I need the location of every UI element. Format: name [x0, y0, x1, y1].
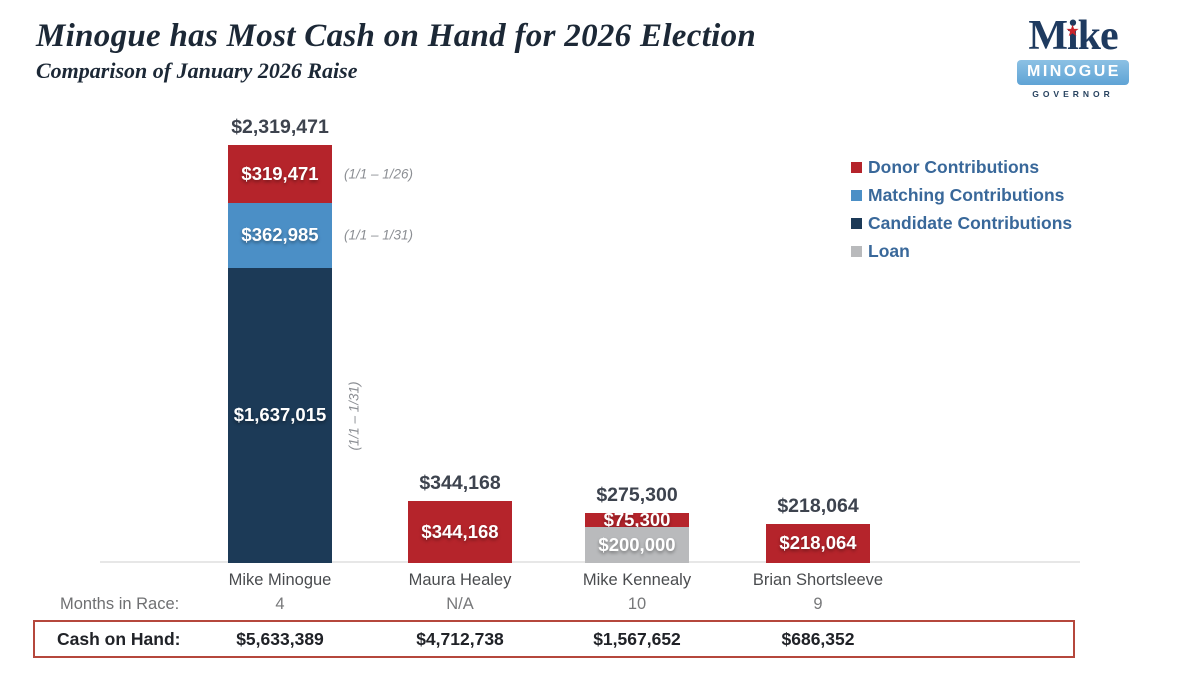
- bar-column: $344,168 $344,168: [408, 472, 512, 563]
- star-icon: ★: [1065, 21, 1079, 40]
- legend-swatch-donor: [851, 161, 862, 173]
- bar-segment-value: $218,064: [779, 532, 857, 554]
- chart-legend: Donor Contributions Matching Contributio…: [851, 153, 1072, 265]
- legend-label: Loan: [868, 240, 910, 261]
- bar-segment: $344,168: [408, 501, 512, 563]
- bar-segment: $362,985 (1/1 – 1/31): [228, 202, 413, 268]
- cash-on-hand-label: Cash on Hand:: [57, 629, 181, 649]
- date-range-annotation: (1/1 – 1/26): [344, 166, 414, 182]
- months-in-race-value: 9: [813, 595, 823, 613]
- months-in-race-value: 10: [627, 595, 647, 613]
- bar-total-label: $275,300: [596, 484, 678, 507]
- logo-name: Mike ★: [1028, 13, 1118, 59]
- candidate-name: Mike Kennealy: [582, 571, 692, 589]
- bar-column: $275,300 $75,300 $200,000: [585, 484, 689, 563]
- candidate-name: Maura Healey: [408, 571, 512, 589]
- cash-on-hand-value: $1,567,652: [593, 629, 681, 649]
- bar-segment-value: $344,168: [421, 520, 499, 542]
- cash-on-hand-value: $4,712,738: [416, 629, 504, 649]
- bar-segment-value: $200,000: [598, 533, 676, 555]
- legend-swatch-loan: [851, 245, 862, 257]
- candidate-name: Brian Shortsleeve: [752, 571, 884, 589]
- logo-office: GOVERNOR: [1032, 89, 1114, 99]
- legend-swatch-matching: [851, 189, 862, 201]
- bar-column: $2,319,471 $319,471 (1/1 – 1/26) $362,985 (1…: [228, 116, 413, 563]
- legend-item-candidate: Candidate Contributions: [851, 209, 1072, 237]
- months-in-race-label: Months in Race:: [60, 595, 180, 613]
- logo-name-text: Mike: [1028, 13, 1118, 59]
- bar-segment: $200,000: [585, 527, 689, 563]
- logo-banner: MINOGUE: [1017, 60, 1129, 85]
- cash-on-hand-value: $5,633,389: [236, 629, 324, 649]
- bar-column: $218,064 $218,064: [766, 495, 870, 563]
- bar-segment: $75,300: [585, 508, 689, 530]
- bar-segment: $1,637,015 (1/1 – 1/31): [228, 268, 362, 563]
- bar-total-label: $218,064: [777, 494, 859, 517]
- bar-segment-value: $1,637,015: [233, 404, 327, 426]
- date-range-annotation: (1/1 – 1/31): [346, 380, 362, 451]
- bar-total-label: $2,319,471: [231, 116, 329, 139]
- legend-item-donor: Donor Contributions: [851, 153, 1072, 181]
- bar-segment-value: $362,985: [241, 224, 319, 246]
- page-subtitle: Comparison of January 2026 Raise: [36, 58, 358, 83]
- cash-on-hand-box: [33, 620, 1075, 658]
- bar-segment-value: $75,300: [603, 508, 671, 530]
- legend-item-loan: Loan: [851, 237, 1072, 265]
- bar-segment: $319,471 (1/1 – 1/26): [228, 145, 413, 203]
- legend-label: Candidate Contributions: [868, 212, 1073, 233]
- bar-segment: $218,064: [766, 523, 870, 563]
- months-in-race-value: 4: [275, 595, 285, 613]
- legend-label: Donor Contributions: [868, 156, 1040, 177]
- legend-label: Matching Contributions: [868, 184, 1065, 205]
- cash-on-hand-value: $686,352: [781, 629, 855, 649]
- bar-segment-value: $319,471: [241, 162, 319, 184]
- date-range-annotation: (1/1 – 1/31): [344, 227, 414, 243]
- legend-swatch-candidate: [851, 217, 862, 229]
- months-in-race-value: N/A: [446, 595, 474, 613]
- bar-total-label: $344,168: [419, 472, 501, 494]
- page-title: Minogue has Most Cash on Hand for 2026 E…: [36, 18, 757, 54]
- campaign-logo: Mike ★ MINOGUE GOVERNOR: [1005, 14, 1141, 99]
- legend-item-matching: Matching Contributions: [851, 181, 1072, 209]
- candidate-name: Mike Minogue: [228, 571, 332, 589]
